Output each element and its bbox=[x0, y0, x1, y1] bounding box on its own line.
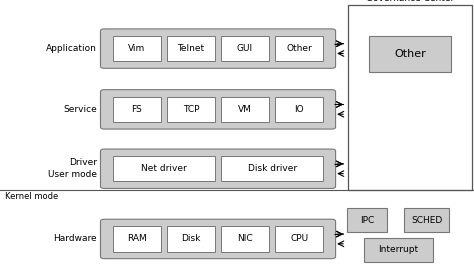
FancyBboxPatch shape bbox=[100, 149, 336, 188]
FancyBboxPatch shape bbox=[100, 29, 336, 68]
Bar bbox=[221, 226, 269, 252]
Bar bbox=[221, 97, 269, 122]
Text: TCP: TCP bbox=[183, 105, 199, 114]
Text: User mode: User mode bbox=[48, 170, 97, 179]
Bar bbox=[167, 97, 215, 122]
Text: Disk driver: Disk driver bbox=[247, 164, 297, 173]
Text: Service: Service bbox=[64, 105, 97, 114]
Bar bbox=[167, 226, 215, 252]
Text: Other: Other bbox=[394, 49, 426, 59]
Text: CPU: CPU bbox=[290, 234, 308, 244]
FancyBboxPatch shape bbox=[100, 219, 336, 259]
Text: Application: Application bbox=[46, 44, 97, 53]
Text: NIC: NIC bbox=[237, 234, 253, 244]
Text: Disk: Disk bbox=[182, 234, 201, 244]
Bar bbox=[404, 208, 449, 232]
Text: Other: Other bbox=[286, 44, 312, 53]
Bar bbox=[275, 226, 323, 252]
Text: RAM: RAM bbox=[127, 234, 147, 244]
Bar bbox=[113, 36, 161, 61]
FancyBboxPatch shape bbox=[100, 90, 336, 129]
Text: SCHED: SCHED bbox=[411, 215, 442, 225]
Text: FS: FS bbox=[132, 105, 142, 114]
Bar bbox=[275, 97, 323, 122]
Text: Telnet: Telnet bbox=[177, 44, 205, 53]
Bar bbox=[167, 36, 215, 61]
Bar bbox=[364, 238, 432, 262]
Bar bbox=[221, 156, 323, 181]
Bar bbox=[221, 36, 269, 61]
Text: Kernel mode: Kernel mode bbox=[5, 192, 58, 201]
Bar bbox=[113, 97, 161, 122]
Bar bbox=[275, 36, 323, 61]
Text: Vim: Vim bbox=[128, 44, 146, 53]
Bar bbox=[347, 208, 387, 232]
Text: Net driver: Net driver bbox=[141, 164, 187, 173]
Text: Hardware: Hardware bbox=[54, 234, 97, 244]
Text: IPC: IPC bbox=[360, 215, 374, 225]
Text: IO: IO bbox=[294, 105, 304, 114]
Text: Governance Center: Governance Center bbox=[366, 0, 454, 3]
Bar bbox=[368, 36, 451, 72]
Text: Driver: Driver bbox=[69, 158, 97, 167]
Bar bbox=[113, 156, 215, 181]
Text: VM: VM bbox=[238, 105, 252, 114]
Bar bbox=[113, 226, 161, 252]
Text: GUI: GUI bbox=[237, 44, 253, 53]
Bar bbox=[348, 5, 472, 190]
Text: Interrupt: Interrupt bbox=[378, 245, 418, 254]
